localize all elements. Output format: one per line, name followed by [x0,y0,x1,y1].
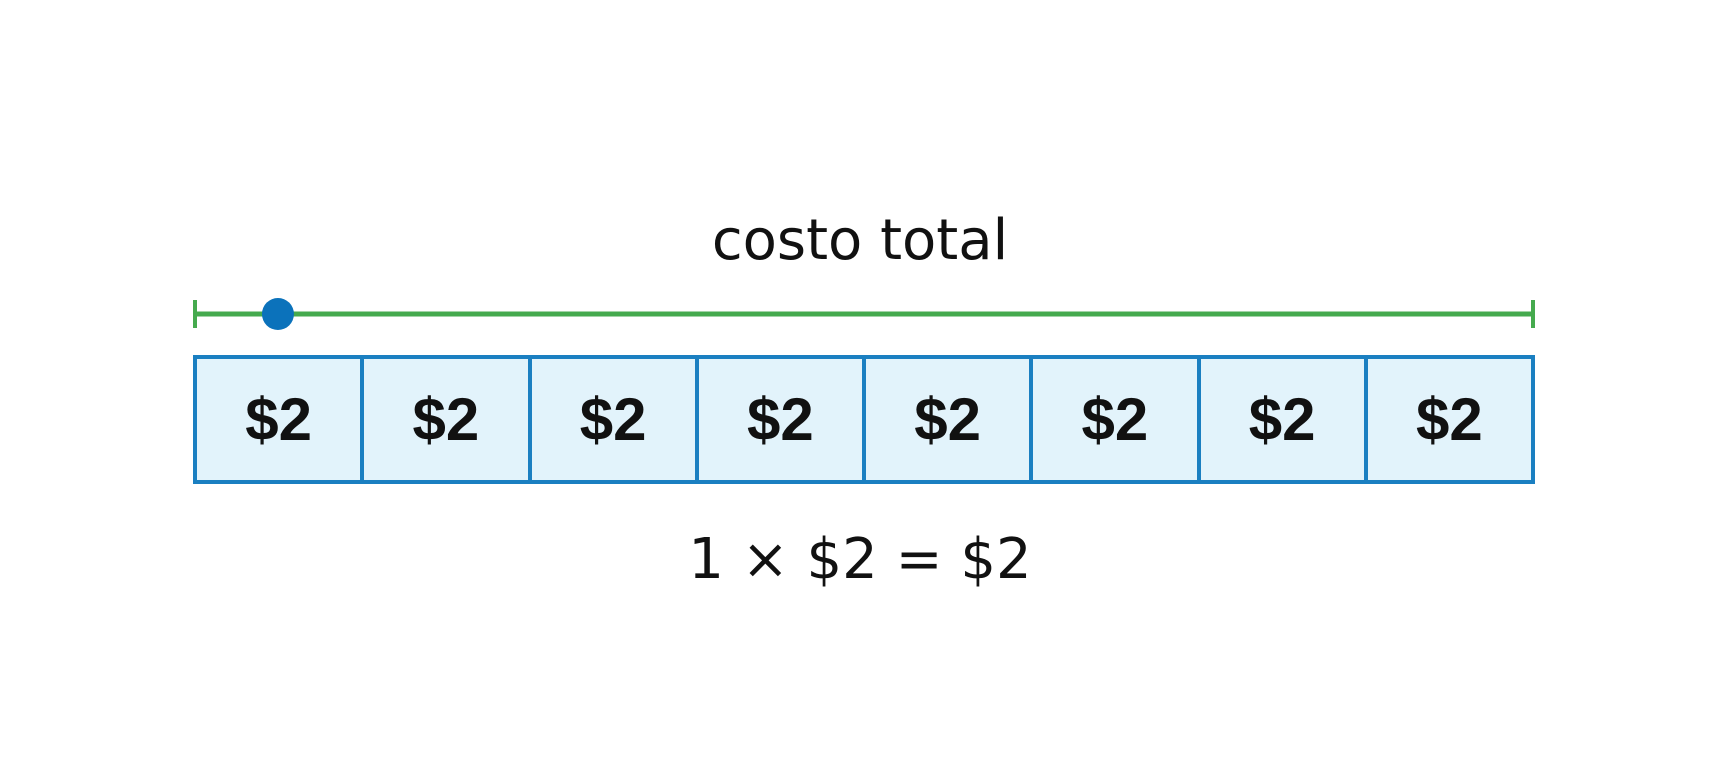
unit-box: $2 [1033,359,1197,480]
unit-box: $2 [364,359,528,480]
diagram-title: costo total [711,208,1009,273]
unit-box: $2 [1367,359,1531,480]
unit-box: $2 [197,359,361,480]
unit-box: $2 [698,359,862,480]
unit-box: $2 [866,359,1030,480]
unit-boxes: $2 $2 $2 $2 $2 $2 $2 $2 [193,355,1535,484]
unit-box: $2 [1200,359,1364,480]
unit-box: $2 [531,359,695,480]
equation: 1 × $2 = $2 [688,527,1032,592]
progress-marker [261,298,294,330]
